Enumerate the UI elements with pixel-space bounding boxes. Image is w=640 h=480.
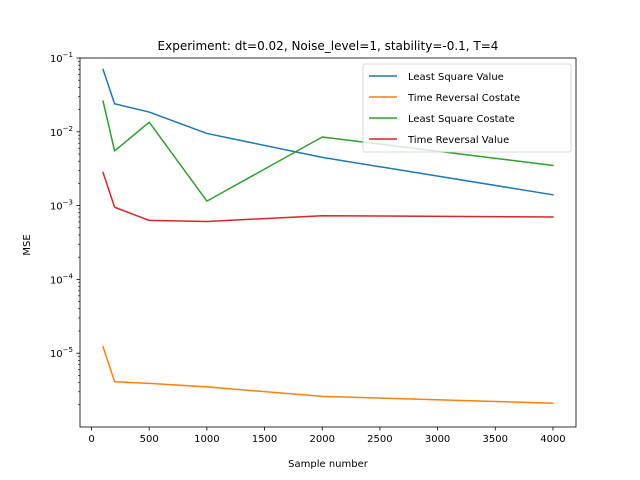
series-line-time-reversal-value	[102, 171, 554, 223]
x-tick-label: 2000	[310, 434, 335, 445]
y-tick-label: 10−4	[50, 272, 74, 286]
y-tick-label: 10−1	[50, 51, 73, 65]
legend-label: Least Square Value	[408, 72, 504, 83]
y-tick-label: 10−5	[50, 346, 73, 360]
series-line-time-reversal-costate	[102, 345, 554, 404]
x-axis-ticks: 0 500 1000 1500 2000 2500 3000 3500 4000	[88, 427, 566, 445]
x-tick-label: 3000	[425, 434, 450, 445]
plot-area	[102, 68, 554, 404]
x-tick-label: 0	[88, 434, 94, 445]
legend-box	[362, 63, 572, 153]
y-tick-label: 10−3	[50, 199, 73, 213]
x-tick-label: 1500	[252, 434, 277, 445]
x-tick-label: 500	[140, 434, 159, 445]
series-line-least-square-costate	[102, 100, 554, 202]
y-axis-label: MSE	[22, 234, 33, 255]
x-tick-label: 4000	[540, 434, 565, 445]
y-axis-ticks: 10−5 10−4 10−3 10−2 10−1	[50, 51, 80, 406]
x-axis-label: Sample number	[288, 459, 369, 470]
x-tick-label: 1000	[194, 434, 219, 445]
legend-label: Time Reversal Costate	[407, 93, 520, 104]
chart-title: Experiment: dt=0.02, Noise_level=1, stab…	[158, 39, 499, 53]
x-tick-label: 2500	[367, 434, 392, 445]
x-tick-label: 3500	[483, 434, 508, 445]
y-tick-label: 10−2	[50, 125, 73, 139]
axes-frame	[79, 57, 577, 428]
legend-label: Least Square Costate	[408, 114, 515, 125]
legend-label: Time Reversal Value	[407, 135, 509, 146]
legend: Least Square Value Time Reversal Costate L…	[362, 63, 572, 153]
series-line-least-square-value	[102, 68, 554, 196]
